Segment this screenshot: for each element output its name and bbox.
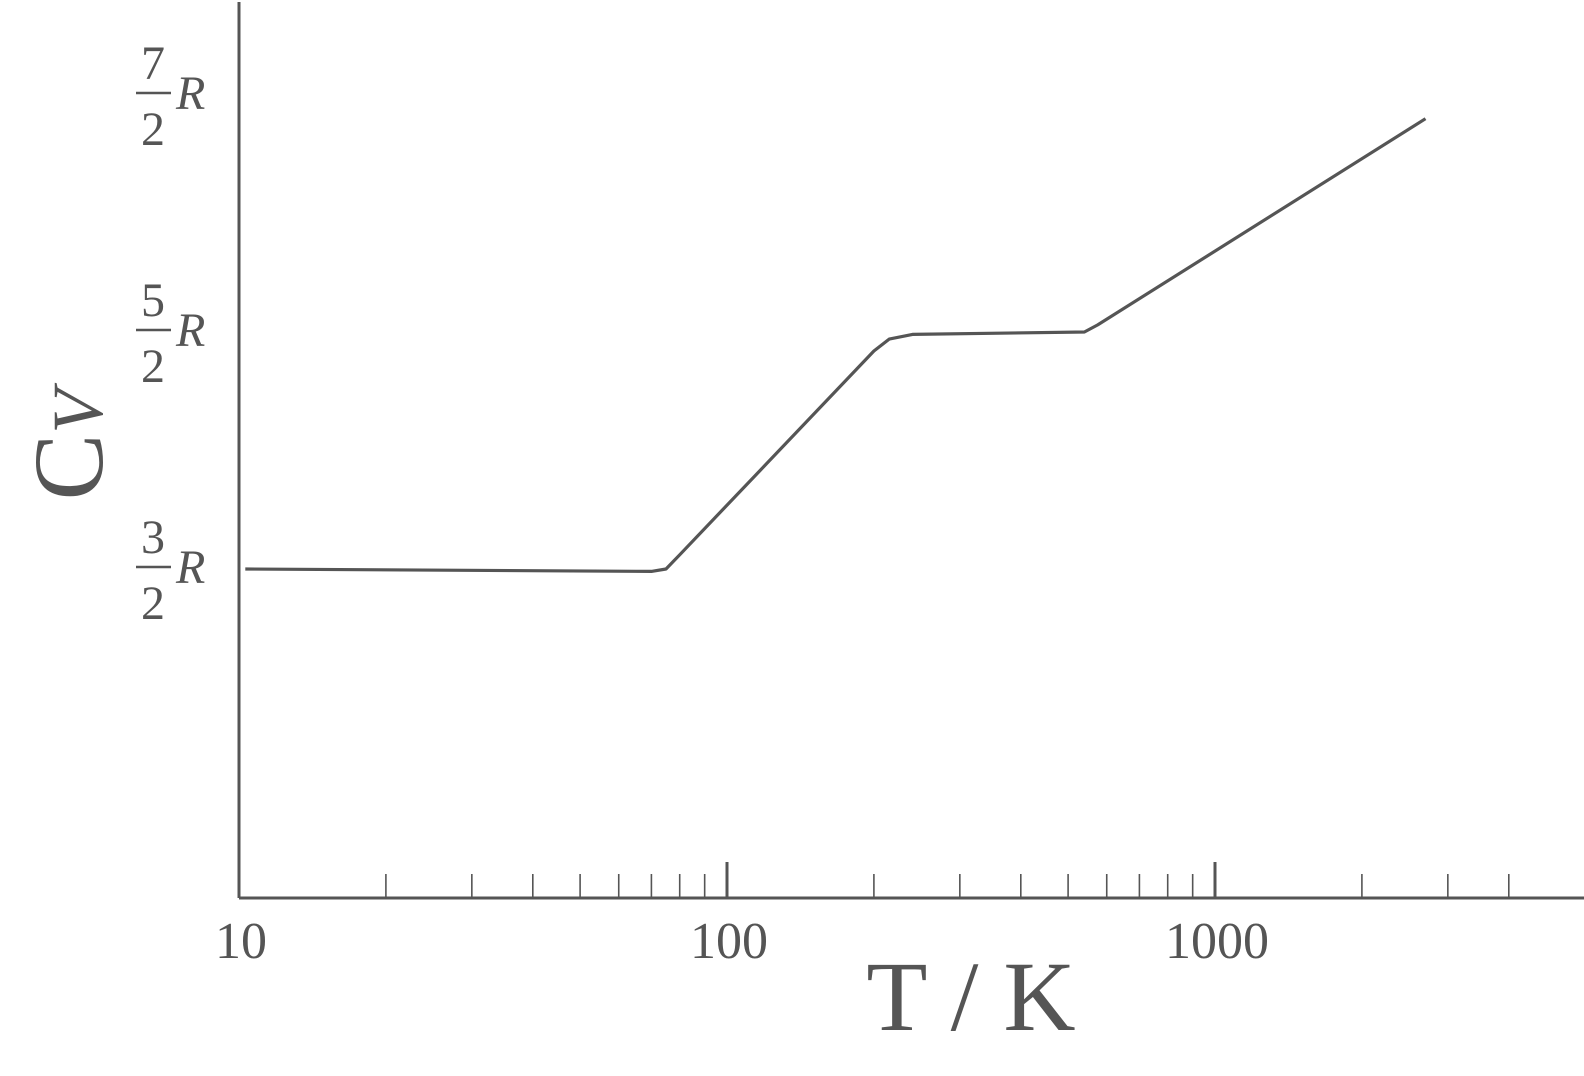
x-tick-labels: 10 100 1000 bbox=[215, 913, 1269, 970]
y-tick-symbol: R bbox=[175, 304, 205, 357]
y-tick-label: 5 2R bbox=[136, 274, 205, 393]
x-tick-label: 1000 bbox=[1165, 913, 1269, 970]
x-tick-label: 10 bbox=[215, 913, 267, 970]
axes bbox=[237, 2, 1584, 900]
y-tick-denominator: 2 bbox=[141, 103, 165, 156]
y-tick-label: 7 2R bbox=[136, 37, 205, 156]
y-tick-denominator: 2 bbox=[141, 340, 165, 393]
plot-area bbox=[245, 117, 1427, 573]
x-tick-label: 100 bbox=[690, 913, 768, 970]
y-tick-symbol: R bbox=[175, 541, 205, 594]
y-tick-denominator: 2 bbox=[141, 577, 165, 630]
y-tick-numerator: 3 bbox=[141, 511, 165, 564]
y-tick-numerator: 5 bbox=[141, 274, 165, 327]
y-tick-label: 3 2R bbox=[136, 511, 205, 630]
y-axis-title-sub: V bbox=[38, 383, 118, 434]
y-axis-title: CV bbox=[13, 383, 124, 501]
y-tick-symbol: R bbox=[175, 67, 205, 120]
series-line bbox=[245, 117, 1427, 573]
x-axis-title: T / K bbox=[866, 941, 1075, 1052]
y-tick-numerator: 7 bbox=[141, 37, 165, 90]
svg-text:CV: CV bbox=[13, 383, 124, 501]
x-minor-ticks bbox=[385, 862, 1510, 898]
y-axis-title-main: C bbox=[13, 434, 124, 501]
